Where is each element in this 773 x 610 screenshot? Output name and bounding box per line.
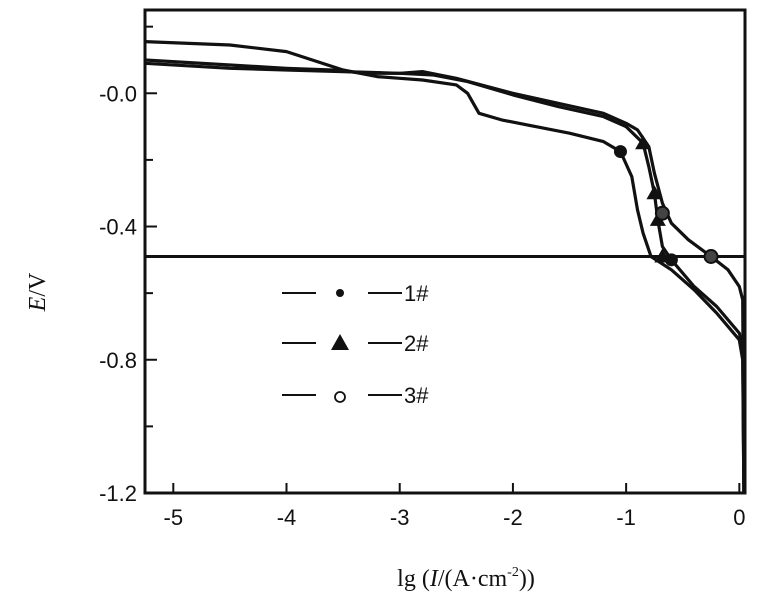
x-tick-label: 0 [733, 505, 745, 530]
y-tick-label: -0.0 [99, 81, 137, 106]
x-tick-label: -2 [503, 505, 523, 530]
data-point-3 [703, 248, 719, 264]
series-markers [613, 135, 719, 267]
x-tick-label: -1 [616, 505, 636, 530]
y-tick-label: -0.4 [99, 215, 137, 240]
x-axis-title: lg (I/(A·cm-2)) [397, 565, 535, 592]
x-tick-label: -5 [164, 505, 184, 530]
plot-frame [143, 8, 747, 495]
legend-marker [336, 289, 344, 297]
series-line-1 [144, 40, 746, 494]
data-point-2 [635, 135, 652, 150]
legend-label: 1# [404, 281, 429, 306]
legend: 1# 2# 3# [282, 281, 429, 408]
axis-ticks: -5 -4 -3 -2 -1 0 -0.0 -0.4 -0.8 -1.2 [99, 25, 745, 530]
data-point-1 [664, 253, 678, 267]
legend-label: 3# [404, 383, 429, 408]
data-point-2 [646, 185, 663, 200]
legend-label: 2# [404, 331, 429, 356]
x-tick-label: -3 [390, 505, 410, 530]
series-line-2 [144, 61, 746, 494]
plot-border [143, 8, 747, 495]
x-tick-label: -4 [277, 505, 297, 530]
y-tick-label: -0.8 [99, 348, 137, 373]
y-axis-title: E/V [25, 272, 51, 312]
legend-marker [334, 391, 346, 403]
data-point-1 [613, 145, 627, 159]
legend-marker [331, 334, 349, 350]
series-curves [144, 40, 746, 494]
series-line-3 [144, 58, 746, 494]
data-point-2 [654, 248, 671, 263]
y-tick-label: -1.2 [99, 481, 137, 506]
data-point-3 [654, 205, 670, 221]
